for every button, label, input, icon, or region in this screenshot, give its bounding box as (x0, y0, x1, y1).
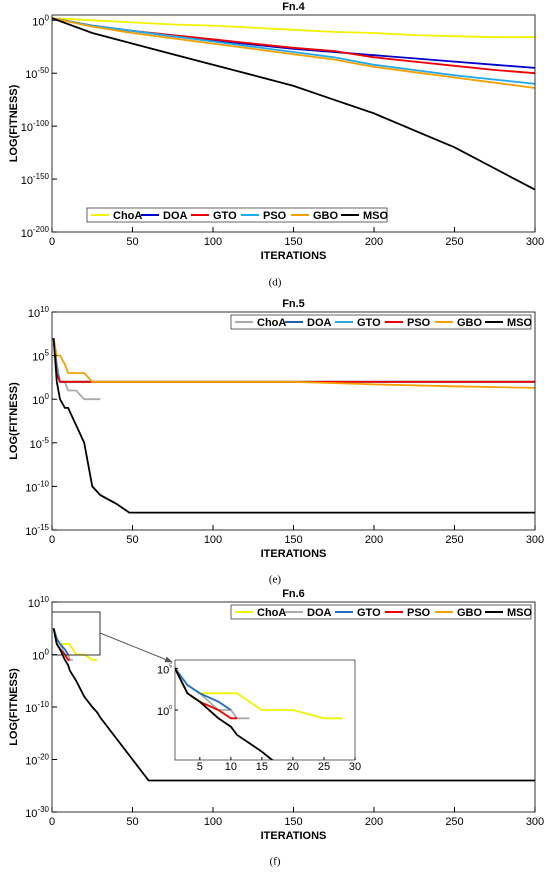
legend-label: GTO (213, 210, 237, 222)
caption: (d) (269, 277, 282, 289)
y-tick-label: 100 (157, 705, 172, 718)
legend-label: PSO (407, 607, 431, 619)
legend-label: GBO (457, 317, 483, 329)
series-line (52, 338, 535, 389)
y-tick-label: 10-30 (25, 805, 49, 820)
chart-title: Fn.6 (282, 588, 305, 600)
legend-label: GBO (313, 210, 339, 222)
x-tick-label: 20 (287, 761, 299, 773)
legend-label: MSO (507, 607, 533, 619)
x-tick-label: 100 (204, 236, 222, 248)
y-axis-label: LOG(FITNESS) (8, 84, 20, 162)
plot-lines (52, 338, 535, 514)
legend-label: DOA (163, 210, 188, 222)
x-tick-label: 0 (49, 534, 55, 546)
series-line (52, 17, 535, 39)
y-axis-label: LOG(FITNESS) (8, 382, 20, 460)
x-tick-label: 150 (284, 236, 302, 248)
y-axis-label: LOG(FITNESS) (8, 668, 20, 746)
legend-box (230, 314, 532, 330)
y-tick-label: 1010 (28, 595, 50, 610)
x-tick-label: 200 (365, 534, 383, 546)
legend-label: ChoA (257, 607, 286, 619)
chart-title: Fn.4 (282, 1, 305, 13)
x-tick-label: 50 (126, 534, 138, 546)
legend-label: MSO (363, 210, 389, 222)
x-tick-label: 150 (284, 816, 302, 828)
y-tick-label: 10-5 (30, 436, 50, 451)
x-tick-label: 150 (284, 534, 302, 546)
x-tick-label: 100 (204, 534, 222, 546)
y-tick-label: 105 (32, 349, 49, 364)
series-line (52, 17, 535, 191)
plot-area (52, 312, 535, 530)
legend-label: MSO (507, 317, 533, 329)
y-tick-label: 100 (32, 648, 49, 663)
series-line (52, 17, 535, 85)
y-tick-label: 10-100 (21, 119, 50, 134)
x-axis-label: ITERATIONS (261, 250, 327, 262)
y-tick-label: 10-150 (21, 172, 50, 187)
x-tick-label: 200 (365, 236, 383, 248)
series-line (175, 667, 274, 760)
chart-title: Fn.5 (282, 298, 305, 310)
plot-lines (52, 628, 535, 782)
x-tick-label: 25 (318, 761, 330, 773)
zoom-arrow (99, 632, 173, 663)
y-tick-label: 10-20 (25, 753, 49, 768)
series-line (52, 628, 535, 782)
plot-lines (175, 667, 343, 760)
y-tick-label: 105 (157, 664, 172, 677)
x-tick-label: 300 (526, 534, 544, 546)
y-tick-label: 100 (32, 13, 49, 28)
x-axis-label: ITERATIONS (261, 830, 327, 842)
x-tick-label: 5 (197, 761, 203, 773)
legend-label: GTO (357, 607, 381, 619)
x-tick-label: 300 (526, 816, 544, 828)
y-tick-label: 10-10 (25, 700, 49, 715)
legend-label: PSO (407, 317, 431, 329)
legend-label: PSO (263, 210, 287, 222)
y-tick-label: 100 (32, 392, 49, 407)
x-tick-label: 30 (349, 761, 361, 773)
x-tick-label: 100 (204, 816, 222, 828)
y-tick-label: 10-200 (21, 225, 50, 240)
x-tick-label: 10 (225, 761, 237, 773)
caption: (f) (270, 856, 281, 868)
legend-label: DOA (307, 607, 332, 619)
x-tick-label: 15 (256, 761, 268, 773)
x-tick-label: 50 (126, 236, 138, 248)
series-line (52, 338, 535, 514)
x-tick-label: 250 (445, 236, 463, 248)
y-tick-label: 1010 (28, 305, 50, 320)
x-tick-label: 200 (365, 816, 383, 828)
x-tick-label: 250 (445, 816, 463, 828)
legend-label: ChoA (113, 210, 142, 222)
legend-label: ChoA (257, 317, 286, 329)
legend-label: DOA (307, 317, 332, 329)
x-tick-label: 0 (49, 236, 55, 248)
y-tick-label: 10-50 (25, 66, 49, 81)
legend-box (86, 207, 388, 223)
legend-label: GTO (357, 317, 381, 329)
caption: (e) (269, 574, 282, 586)
x-tick-label: 50 (126, 816, 138, 828)
series-line (175, 667, 232, 711)
y-tick-label: 10-15 (25, 523, 49, 538)
x-axis-label: ITERATIONS (261, 548, 327, 560)
plot-lines (52, 17, 535, 191)
x-tick-label: 0 (49, 816, 55, 828)
legend-box (230, 604, 532, 620)
x-tick-label: 250 (445, 534, 463, 546)
series-line (52, 17, 535, 89)
legend-label: GBO (457, 607, 483, 619)
x-tick-label: 300 (526, 236, 544, 248)
y-tick-label: 10-10 (25, 480, 49, 495)
